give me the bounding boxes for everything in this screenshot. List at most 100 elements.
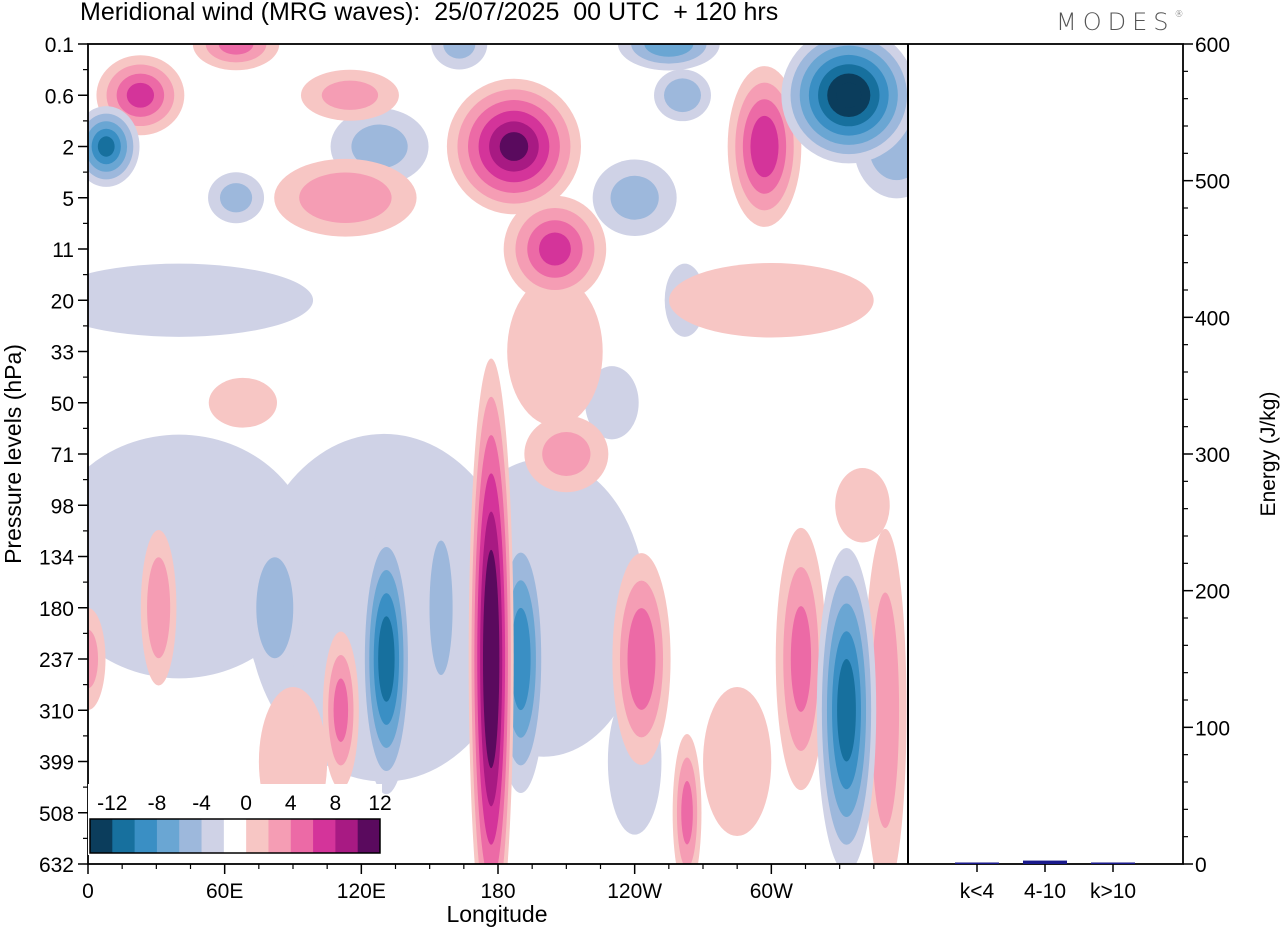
wind-feature bbox=[524, 415, 609, 493]
colorbar-swatch bbox=[313, 819, 336, 853]
wind-feature bbox=[816, 548, 877, 864]
y-tick-label: 0.1 bbox=[45, 34, 74, 57]
contour-level bbox=[835, 468, 890, 543]
y-tick-label: 20 bbox=[51, 290, 74, 313]
contour-level bbox=[321, 80, 379, 110]
contour-level bbox=[668, 263, 874, 338]
wind-feature bbox=[300, 69, 399, 121]
energy-axes: 0 100 200 300 400 500 600 k<4 4-10 k>10 bbox=[955, 34, 1230, 903]
contour-level bbox=[126, 82, 155, 108]
wind-feature bbox=[431, 44, 488, 70]
contour-level bbox=[299, 172, 392, 223]
wind-feature bbox=[423, 504, 459, 712]
contour-level bbox=[88, 263, 314, 337]
wind-feature bbox=[703, 687, 772, 836]
wind-feature bbox=[654, 69, 711, 122]
y-tick-label: 180 bbox=[39, 598, 74, 621]
colorbar-swatch bbox=[246, 819, 269, 853]
y-tick-label: 5 bbox=[62, 188, 74, 211]
wind-feature bbox=[775, 527, 827, 791]
contour-level bbox=[97, 136, 115, 157]
y-tick-label: 237 bbox=[39, 649, 74, 672]
contour-level bbox=[664, 78, 701, 113]
colorbar-tick-label: -8 bbox=[148, 792, 167, 815]
colorbar-swatch bbox=[201, 819, 225, 853]
colorbar-tick-label: 0 bbox=[240, 792, 252, 815]
wind-feature bbox=[592, 159, 677, 236]
contour-level bbox=[542, 432, 591, 476]
x-tick-label: 180 bbox=[480, 880, 515, 903]
colorbar-tick-label: 8 bbox=[330, 792, 342, 815]
wind-feature bbox=[88, 608, 106, 710]
y-tick-label: 632 bbox=[39, 854, 74, 877]
x-tick-label: 60E bbox=[206, 880, 243, 903]
y-tick-label: 50 bbox=[51, 393, 74, 416]
colorbar-swatch bbox=[156, 819, 180, 853]
y-tick-label: 399 bbox=[39, 752, 74, 775]
y-tick-label: 508 bbox=[39, 803, 74, 826]
contour-level bbox=[256, 557, 294, 659]
wind-feature bbox=[274, 158, 417, 237]
contour-level bbox=[510, 607, 531, 711]
colorbar-tick-label: -4 bbox=[192, 792, 211, 815]
energy-bar bbox=[955, 862, 999, 864]
wind-feature bbox=[88, 106, 140, 187]
energy-tick-label: 400 bbox=[1195, 307, 1230, 330]
wind-feature bbox=[835, 468, 890, 543]
y-tick-label: 71 bbox=[51, 444, 74, 467]
contour-level bbox=[871, 592, 900, 829]
contour-level bbox=[681, 781, 693, 845]
contour-level bbox=[507, 277, 603, 426]
contour-level bbox=[585, 366, 639, 440]
colorbar: -12 -8 -4 0 4 8 12 bbox=[88, 784, 392, 855]
wind-feature bbox=[585, 366, 639, 440]
category-label: 4-10 bbox=[1024, 880, 1066, 903]
contour-level bbox=[208, 377, 278, 428]
heatmap-axes: 0.1 0.6 2 5 11 20 33 50 71 98 134 180 237 310 399 508 63… bbox=[39, 34, 875, 903]
wind-feature bbox=[668, 263, 874, 338]
category-label: k>10 bbox=[1090, 880, 1136, 903]
energy-tick-label: 600 bbox=[1195, 34, 1230, 57]
colorbar-swatch bbox=[268, 819, 292, 853]
y-tick-label: 2 bbox=[62, 137, 74, 160]
colorbar-swatch bbox=[223, 819, 247, 853]
wind-feature bbox=[507, 277, 603, 426]
wind-feature bbox=[781, 44, 908, 164]
energy-tick-label: 100 bbox=[1195, 717, 1230, 740]
wind-feature bbox=[612, 553, 671, 765]
colorbar-swatch bbox=[90, 819, 113, 853]
energy-bar bbox=[1023, 860, 1067, 864]
energy-bar bbox=[1091, 862, 1135, 864]
contour-level bbox=[836, 82, 862, 108]
wind-feature bbox=[208, 172, 265, 224]
x-tick-label: 120W bbox=[607, 880, 662, 903]
modes-logo: MODES® bbox=[1056, 8, 1183, 36]
colorbar-tick-label: 4 bbox=[285, 792, 297, 815]
energy-tick-label: 200 bbox=[1195, 581, 1230, 604]
x-axis-label: Longitude bbox=[446, 901, 547, 927]
contour-level bbox=[351, 124, 408, 169]
contour-fields bbox=[88, 44, 908, 864]
logo-text: MODES bbox=[1056, 8, 1175, 36]
colorbar-swatch bbox=[134, 819, 158, 853]
contour-level bbox=[703, 687, 772, 836]
colorbar-swatch bbox=[290, 819, 314, 853]
wind-feature bbox=[360, 523, 413, 795]
contour-level bbox=[333, 678, 349, 742]
y-tick-label: 310 bbox=[39, 700, 74, 723]
wind-feature bbox=[503, 195, 607, 303]
colorbar-swatch bbox=[357, 819, 381, 853]
energy-tick-label: 300 bbox=[1195, 444, 1230, 467]
contour-level bbox=[147, 557, 171, 659]
x-tick-label: 120E bbox=[337, 880, 386, 903]
energy-tick-label: 0 bbox=[1195, 854, 1207, 877]
y-tick-label: 98 bbox=[51, 495, 74, 518]
y-tick-label: 11 bbox=[52, 239, 74, 262]
contour-level bbox=[499, 132, 529, 161]
contour-level bbox=[429, 540, 453, 676]
heatmap-area bbox=[87, 43, 1184, 865]
wind-feature bbox=[192, 44, 280, 71]
logo-registered-mark: ® bbox=[1174, 10, 1184, 20]
contour-level bbox=[750, 115, 779, 178]
